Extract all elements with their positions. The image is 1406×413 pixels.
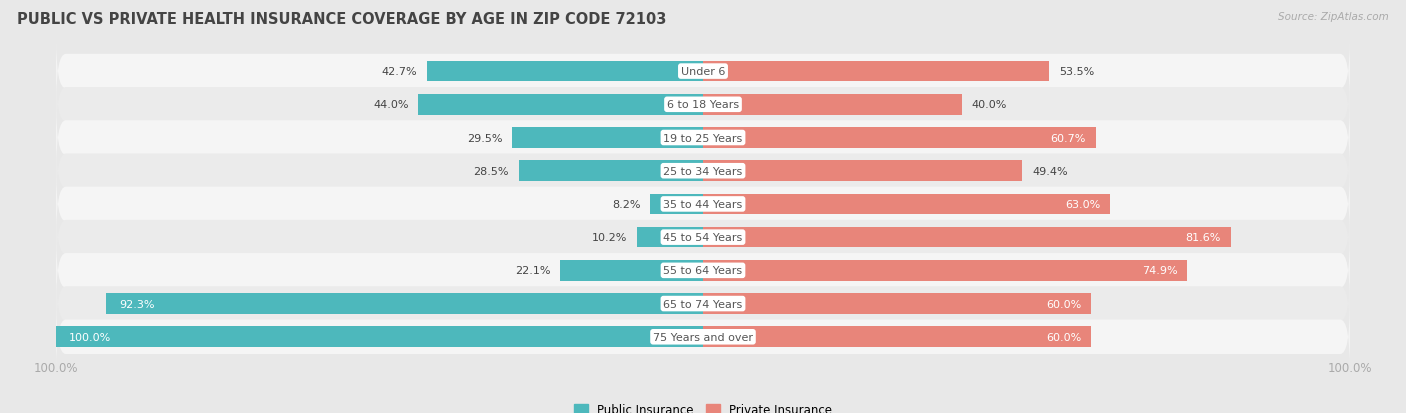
Text: Source: ZipAtlas.com: Source: ZipAtlas.com bbox=[1278, 12, 1389, 22]
Bar bbox=[519, 161, 703, 182]
Bar bbox=[703, 62, 1049, 82]
Bar bbox=[703, 227, 1230, 248]
FancyBboxPatch shape bbox=[56, 304, 1350, 369]
Text: 65 to 74 Years: 65 to 74 Years bbox=[664, 299, 742, 309]
FancyBboxPatch shape bbox=[56, 205, 1350, 270]
Text: 22.1%: 22.1% bbox=[515, 266, 550, 276]
Text: 63.0%: 63.0% bbox=[1066, 199, 1101, 209]
Bar bbox=[650, 194, 703, 215]
Text: 49.4%: 49.4% bbox=[1032, 166, 1067, 176]
Text: 28.5%: 28.5% bbox=[474, 166, 509, 176]
Text: 8.2%: 8.2% bbox=[612, 199, 640, 209]
Text: Under 6: Under 6 bbox=[681, 67, 725, 77]
Text: 29.5%: 29.5% bbox=[467, 133, 502, 143]
Bar bbox=[703, 294, 1091, 314]
Text: 60.7%: 60.7% bbox=[1050, 133, 1085, 143]
FancyBboxPatch shape bbox=[56, 40, 1350, 104]
Text: 75 Years and over: 75 Years and over bbox=[652, 332, 754, 342]
Text: 92.3%: 92.3% bbox=[120, 299, 155, 309]
Text: 74.9%: 74.9% bbox=[1142, 266, 1178, 276]
Bar bbox=[419, 95, 703, 115]
Bar bbox=[105, 294, 703, 314]
Text: 45 to 54 Years: 45 to 54 Years bbox=[664, 233, 742, 242]
Text: 81.6%: 81.6% bbox=[1185, 233, 1220, 242]
Text: PUBLIC VS PRIVATE HEALTH INSURANCE COVERAGE BY AGE IN ZIP CODE 72103: PUBLIC VS PRIVATE HEALTH INSURANCE COVER… bbox=[17, 12, 666, 27]
Text: 40.0%: 40.0% bbox=[972, 100, 1007, 110]
Text: 60.0%: 60.0% bbox=[1046, 332, 1081, 342]
Text: 42.7%: 42.7% bbox=[381, 67, 418, 77]
Text: 6 to 18 Years: 6 to 18 Years bbox=[666, 100, 740, 110]
Text: 25 to 34 Years: 25 to 34 Years bbox=[664, 166, 742, 176]
Text: 60.0%: 60.0% bbox=[1046, 299, 1081, 309]
FancyBboxPatch shape bbox=[56, 106, 1350, 171]
Bar bbox=[703, 128, 1095, 148]
Bar bbox=[703, 95, 962, 115]
FancyBboxPatch shape bbox=[56, 238, 1350, 303]
FancyBboxPatch shape bbox=[56, 73, 1350, 138]
Text: 35 to 44 Years: 35 to 44 Years bbox=[664, 199, 742, 209]
Bar bbox=[703, 161, 1022, 182]
Bar bbox=[427, 62, 703, 82]
Bar bbox=[703, 261, 1188, 281]
Text: 53.5%: 53.5% bbox=[1059, 67, 1094, 77]
Bar bbox=[512, 128, 703, 148]
Text: 19 to 25 Years: 19 to 25 Years bbox=[664, 133, 742, 143]
Bar bbox=[703, 327, 1091, 347]
Bar bbox=[56, 327, 703, 347]
FancyBboxPatch shape bbox=[56, 139, 1350, 204]
Text: 10.2%: 10.2% bbox=[592, 233, 627, 242]
Bar bbox=[560, 261, 703, 281]
FancyBboxPatch shape bbox=[56, 172, 1350, 237]
Bar bbox=[637, 227, 703, 248]
Text: 55 to 64 Years: 55 to 64 Years bbox=[664, 266, 742, 276]
Legend: Public Insurance, Private Insurance: Public Insurance, Private Insurance bbox=[574, 403, 832, 413]
Text: 44.0%: 44.0% bbox=[373, 100, 409, 110]
Bar bbox=[703, 194, 1111, 215]
Text: 100.0%: 100.0% bbox=[69, 332, 111, 342]
FancyBboxPatch shape bbox=[56, 271, 1350, 336]
